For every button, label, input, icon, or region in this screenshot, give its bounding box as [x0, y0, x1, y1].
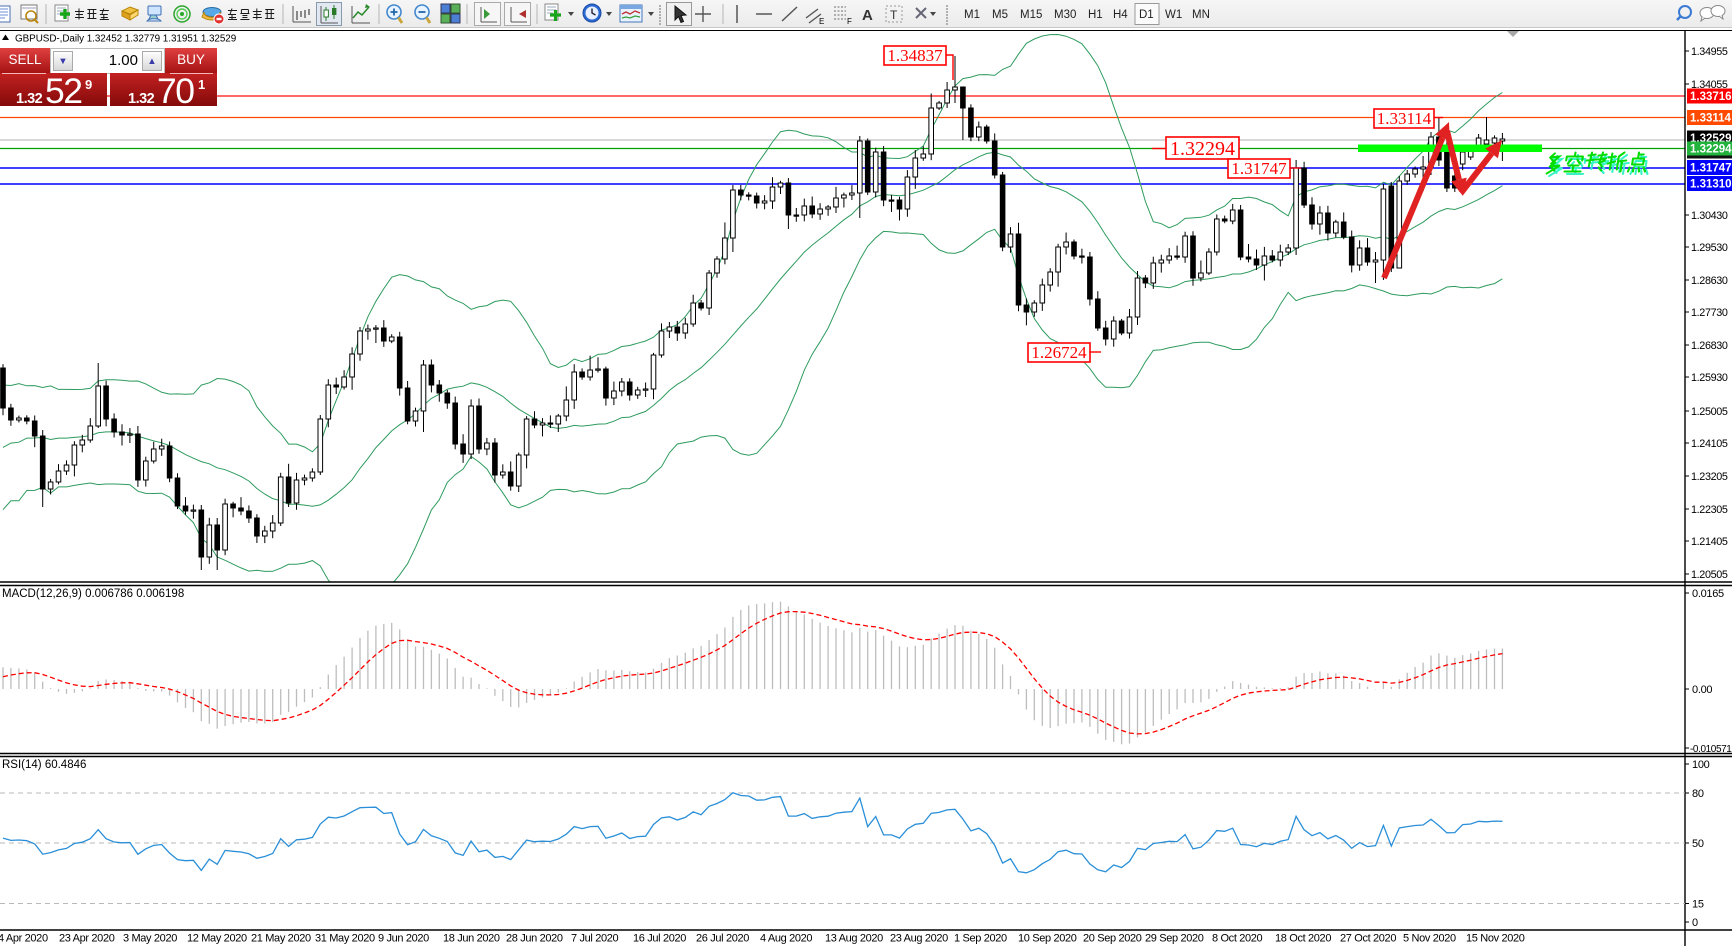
- svg-text:29 Sep 2020: 29 Sep 2020: [1145, 933, 1204, 945]
- svg-text:4 Apr 2020: 4 Apr 2020: [0, 933, 48, 945]
- svg-text:100: 100: [1692, 759, 1710, 771]
- svg-text:0.00: 0.00: [1692, 684, 1712, 696]
- svg-text:3 May 2020: 3 May 2020: [123, 933, 177, 945]
- svg-text:13 Aug 2020: 13 Aug 2020: [825, 933, 883, 945]
- svg-text:T: T: [890, 8, 898, 22]
- svg-text:80: 80: [1692, 788, 1704, 800]
- svg-text:A: A: [862, 7, 873, 24]
- svg-text:31 May 2020: 31 May 2020: [315, 933, 375, 945]
- svg-text:23 Aug 2020: 23 Aug 2020: [890, 933, 948, 945]
- svg-text:1.28630: 1.28630: [1691, 275, 1728, 287]
- svg-text:M5: M5: [992, 9, 1008, 21]
- svg-text:1.22305: 1.22305: [1691, 504, 1728, 516]
- svg-text:1.33114: 1.33114: [1377, 109, 1432, 128]
- svg-text:16 Jul 2020: 16 Jul 2020: [633, 933, 686, 945]
- svg-text:1.32294: 1.32294: [1690, 144, 1732, 156]
- svg-text:1.34955: 1.34955: [1691, 46, 1728, 58]
- svg-text:1 Sep 2020: 1 Sep 2020: [954, 933, 1007, 945]
- svg-text:27 Oct 2020: 27 Oct 2020: [1340, 933, 1396, 945]
- svg-text:1.23205: 1.23205: [1691, 471, 1728, 483]
- svg-text:1.31310: 1.31310: [1690, 179, 1732, 191]
- svg-text:15 Nov 2020: 15 Nov 2020: [1466, 933, 1525, 945]
- svg-text:1.33114: 1.33114: [1690, 113, 1732, 125]
- svg-text:50: 50: [1692, 838, 1704, 850]
- svg-text:1.30430: 1.30430: [1691, 210, 1728, 222]
- svg-text:1.27730: 1.27730: [1691, 307, 1728, 319]
- svg-text:1.31747: 1.31747: [1231, 159, 1287, 178]
- svg-text:0: 0: [1692, 917, 1698, 929]
- svg-text:1.34055: 1.34055: [1691, 79, 1728, 91]
- svg-text:21 May 2020: 21 May 2020: [251, 933, 311, 945]
- svg-text:1.33716: 1.33716: [1690, 91, 1732, 103]
- svg-text:7 Jul 2020: 7 Jul 2020: [571, 933, 618, 945]
- svg-text:1.25005: 1.25005: [1691, 406, 1728, 418]
- svg-text:1.29530: 1.29530: [1691, 242, 1728, 254]
- svg-text:1.26724: 1.26724: [1031, 343, 1087, 362]
- svg-text:M15: M15: [1020, 9, 1042, 21]
- svg-text:1.21405: 1.21405: [1691, 536, 1728, 548]
- svg-text:1.31747: 1.31747: [1690, 163, 1732, 175]
- svg-text:18 Jun 2020: 18 Jun 2020: [443, 933, 500, 945]
- svg-text:15: 15: [1692, 899, 1704, 911]
- svg-text:0.0165: 0.0165: [1692, 588, 1724, 600]
- svg-text:1.20505: 1.20505: [1691, 569, 1728, 581]
- svg-text:F: F: [847, 17, 852, 26]
- svg-text:10 Sep 2020: 10 Sep 2020: [1018, 933, 1077, 945]
- svg-text:8 Oct 2020: 8 Oct 2020: [1212, 933, 1263, 945]
- svg-text:1.26830: 1.26830: [1691, 340, 1728, 352]
- svg-text:-0.010571: -0.010571: [1690, 744, 1732, 755]
- svg-text:MN: MN: [1192, 9, 1210, 21]
- svg-text:1.25930: 1.25930: [1691, 372, 1728, 384]
- svg-text:1.34837: 1.34837: [887, 46, 943, 65]
- svg-text:5 Nov 2020: 5 Nov 2020: [1403, 933, 1456, 945]
- svg-text:4 Aug 2020: 4 Aug 2020: [760, 933, 812, 945]
- svg-text:D1: D1: [1139, 9, 1154, 21]
- svg-text:26 Jul 2020: 26 Jul 2020: [696, 933, 749, 945]
- svg-text:M30: M30: [1054, 9, 1076, 21]
- svg-text:20 Sep 2020: 20 Sep 2020: [1083, 933, 1142, 945]
- svg-text:M1: M1: [964, 9, 980, 21]
- svg-text:1.24105: 1.24105: [1691, 438, 1728, 450]
- svg-text:RSI(14) 60.4846: RSI(14) 60.4846: [2, 759, 86, 771]
- svg-text:GBPUSD-,Daily 1.32452 1.32779: GBPUSD-,Daily 1.32452 1.32779 1.31951 1.…: [15, 34, 237, 45]
- svg-text:W1: W1: [1165, 9, 1182, 21]
- svg-text:12 May 2020: 12 May 2020: [187, 933, 247, 945]
- svg-text:H1: H1: [1088, 9, 1103, 21]
- svg-text:H4: H4: [1113, 9, 1128, 21]
- svg-text:28 Jun 2020: 28 Jun 2020: [506, 933, 563, 945]
- svg-text:18 Oct 2020: 18 Oct 2020: [1275, 933, 1331, 945]
- svg-text:MACD(12,26,9) 0.006786 0.00619: MACD(12,26,9) 0.006786 0.006198: [2, 588, 184, 600]
- svg-text:E: E: [819, 17, 824, 26]
- svg-text:23 Apr 2020: 23 Apr 2020: [59, 933, 115, 945]
- svg-text:1.32294: 1.32294: [1170, 138, 1235, 160]
- svg-text:9 Jun 2020: 9 Jun 2020: [378, 933, 429, 945]
